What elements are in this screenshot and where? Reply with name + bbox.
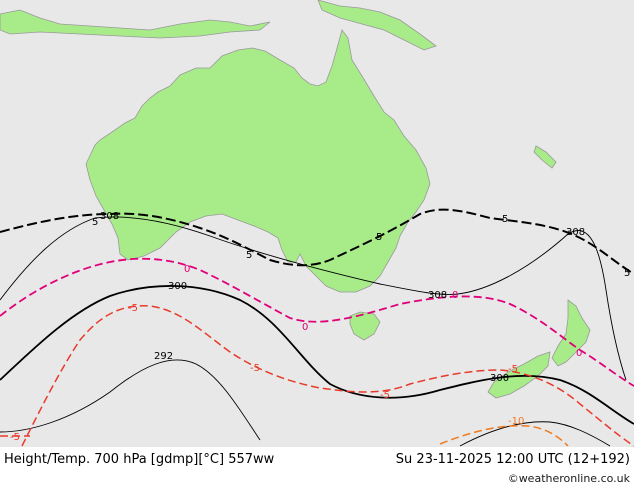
temp-contour-5: [0, 208, 634, 275]
label-height-300-a: 300: [168, 281, 187, 292]
chart-title: Height/Temp. 700 hPa [gdmp][°C] 557ww: [4, 452, 275, 467]
valid-time: Su 23-11-2025 12:00 UTC (12+192): [395, 452, 630, 467]
temp-contour-m10: [439, 424, 569, 447]
height-contour-300: [0, 285, 634, 425]
label-temp-5-a: 5: [92, 217, 98, 228]
credit-text: weatheronline.co.uk: [518, 472, 630, 485]
label-temp-0-d: 0: [576, 348, 582, 359]
australia-landmass: [85, 29, 431, 293]
label-height-308-a: 308: [100, 211, 119, 222]
label-temp-m5-c: -5: [380, 390, 390, 401]
label-temp-m5-a: -5: [128, 303, 138, 314]
new-guinea-landmass: [317, 0, 437, 51]
label-height-308-c: 308: [566, 227, 585, 238]
label-temp-5-e: 5: [624, 268, 630, 279]
height-contour-292-b: [459, 421, 611, 447]
credit-link[interactable]: ©weatheronline.co.uk: [508, 472, 630, 485]
label-temp-5-c: 5: [376, 232, 382, 243]
temp-contour-m5: [21, 305, 634, 447]
height-contour-292: [0, 359, 261, 441]
map-area: 308 308 308 300 300 292 5 5 5 5 5 0 0 0 …: [0, 0, 634, 447]
label-height-292: 292: [154, 351, 173, 362]
contour-labels: 308 308 308 300 300 292 5 5 5 5 5 0 0 0 …: [10, 211, 630, 443]
copyright-symbol: ©: [507, 472, 519, 485]
indonesia-landmass: [0, 9, 271, 39]
label-temp-5-d: 5: [502, 214, 508, 225]
label-temp-m5-e: -5: [10, 432, 20, 443]
label-height-308-b: 308: [428, 290, 447, 301]
tasmania-landmass: [349, 311, 381, 341]
land-layer: [0, 0, 591, 399]
label-temp-m5-d: -5: [508, 364, 518, 375]
solomon-landmass: [533, 145, 557, 169]
label-temp-0-b: 0: [302, 322, 308, 333]
label-temp-0-a: 0: [184, 264, 190, 275]
label-temp-5-b: 5: [246, 250, 252, 261]
height-contour-308: [0, 216, 627, 381]
label-temp-0-c: 0: [452, 290, 458, 301]
map-svg: 308 308 308 300 300 292 5 5 5 5 5 0 0 0 …: [0, 0, 634, 447]
new-zealand-north-landmass: [551, 299, 591, 367]
height-contours: [0, 216, 634, 447]
new-zealand-south-landmass: [487, 351, 551, 399]
label-height-300-b: 300: [490, 373, 509, 384]
label-temp-m10: -10: [508, 416, 524, 427]
temp-contour-0: [0, 257, 634, 387]
label-temp-m5-b: -5: [250, 363, 260, 374]
